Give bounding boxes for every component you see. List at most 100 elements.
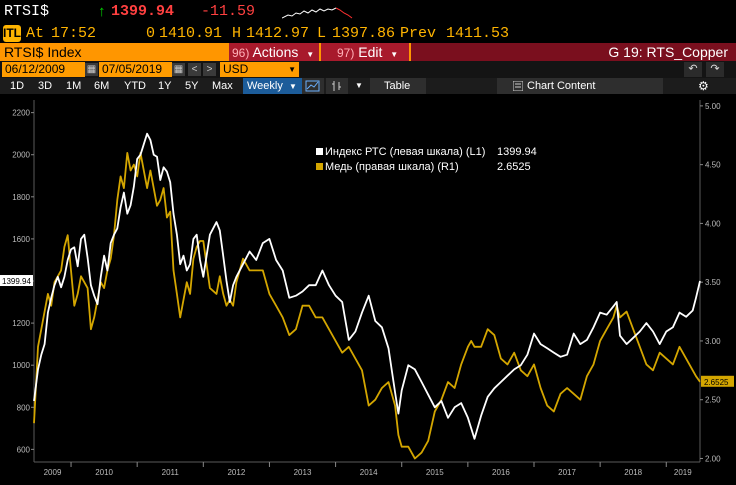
right-tick-label: 4.00 xyxy=(705,219,721,228)
last-value-labels: 1399.94 2.6525 xyxy=(0,275,734,387)
legend-item-copper: Медь (правая шкала) (R1) xyxy=(316,161,459,174)
left-tick-label: 1800 xyxy=(12,193,30,202)
x-tick-label: 2012 xyxy=(227,468,245,477)
prev-period-button[interactable]: < xyxy=(188,63,201,76)
table-label: Table xyxy=(384,80,411,92)
right-tick-label: 3.50 xyxy=(705,278,721,287)
range-1d[interactable]: 1D xyxy=(10,80,25,92)
chart-content-label: Chart Content xyxy=(527,80,596,92)
right-tick-label: 2.00 xyxy=(705,454,721,463)
x-axis: 2009 2010 2011 2012 2013 2014 2015 2016 2017 2018… xyxy=(44,462,692,477)
actions-caret-icon: ▼ xyxy=(306,50,315,59)
edit-label: Edit xyxy=(358,44,383,60)
x-tick-label: 2013 xyxy=(294,468,312,477)
legend-swatch-copper xyxy=(316,163,323,170)
x-tick-label: 2010 xyxy=(95,468,113,477)
right-axis: 2.00 2.50 3.00 3.50 4.00 4.50 5.00 xyxy=(700,102,721,463)
x-tick-label: 2015 xyxy=(426,468,444,477)
last-price: 1399.94 xyxy=(111,3,175,20)
range-1y[interactable]: 1Y xyxy=(158,80,172,92)
end-calendar-icon[interactable]: ▦ xyxy=(172,63,185,76)
undo-icon[interactable]: ↶ xyxy=(684,62,702,77)
copper-line xyxy=(33,152,701,460)
legend-swatch-rts xyxy=(316,148,323,155)
chart-legend[interactable]: Индекс РТС (левая шкала) (L1) 1399.94 Ме… xyxy=(312,142,560,178)
range-3d[interactable]: 3D xyxy=(38,80,53,92)
quote-time: 17:52 xyxy=(51,25,97,42)
legend-label-rts: Индекс РТС (левая шкала) (L1) xyxy=(325,146,486,158)
quote-bar: RTSI$ ↑ 1399.94 -11.59 xyxy=(0,0,736,24)
low-value: 1397.86 xyxy=(332,25,396,42)
left-tick-label: 2000 xyxy=(12,151,30,160)
range-max[interactable]: Max xyxy=(212,80,233,92)
left-last-value-box xyxy=(0,275,33,287)
redo-icon[interactable]: ↷ xyxy=(706,62,724,77)
price-chart[interactable]: 6008001000120014001600180020002200 2.002… xyxy=(0,94,736,485)
legend-item-rts: Индекс РТС (левая шкала) (L1) xyxy=(316,146,485,159)
bar-chart-icon[interactable] xyxy=(326,78,348,94)
at-label: At xyxy=(26,25,45,42)
title-bar: RTSI$ Index 96) Actions ▼ 97) Edit ▼ G 1… xyxy=(0,43,736,61)
legend-value-copper: 2.6525 xyxy=(497,161,531,173)
x-tick-label: 2011 xyxy=(162,468,180,477)
x-tick-label: 2009 xyxy=(44,468,62,477)
x-tick-label: 2019 xyxy=(674,468,692,477)
legend-label-copper: Медь (правая шкала) (R1) xyxy=(325,161,459,173)
ticker: RTSI$ xyxy=(4,3,50,20)
high-value: 1412.97 xyxy=(246,25,310,42)
end-date-field[interactable]: 07/05/2019 xyxy=(99,62,172,77)
table-button[interactable]: Table xyxy=(370,78,426,94)
chart-content-icon xyxy=(513,81,523,91)
x-tick-label: 2014 xyxy=(360,468,378,477)
range-1m[interactable]: 1M xyxy=(66,80,82,92)
low-label: L xyxy=(317,25,327,42)
actions-menu-button[interactable]: 96) Actions ▼ xyxy=(229,43,319,61)
security-title: RTSI$ Index xyxy=(4,44,82,60)
x-tick-label: 2016 xyxy=(492,468,510,477)
open-label: 0 xyxy=(146,25,156,42)
x-tick-label: 2018 xyxy=(624,468,642,477)
start-date-field[interactable]: 06/12/2009 xyxy=(2,62,85,77)
high-label: H xyxy=(232,25,242,42)
range-6m[interactable]: 6M xyxy=(94,80,110,92)
left-tick-label: 1200 xyxy=(12,319,30,328)
actions-label: Actions xyxy=(252,44,299,60)
edit-number: 97) xyxy=(337,46,355,60)
up-arrow-icon: ↑ xyxy=(98,3,106,20)
range-ytd[interactable]: YTD xyxy=(124,80,146,92)
frequency-label: Weekly xyxy=(247,80,283,92)
currency-select[interactable]: USD ▼ xyxy=(220,62,299,77)
left-tick-label: 800 xyxy=(17,403,31,412)
next-period-button[interactable]: > xyxy=(203,63,216,76)
actions-number: 96) xyxy=(232,46,250,60)
left-tick-label: 2200 xyxy=(12,109,30,118)
left-tick-label: 1600 xyxy=(12,235,30,244)
chart-name-bar[interactable]: G 19: RTS_Copper xyxy=(411,43,736,61)
sparkline xyxy=(282,7,353,19)
x-tick-label: 2017 xyxy=(558,468,576,477)
right-last-value-label: 2.6525 xyxy=(704,378,729,387)
settings-gear-icon[interactable]: ⚙ xyxy=(698,79,709,93)
left-tick-label: 1000 xyxy=(12,361,30,370)
left-tick-label: 600 xyxy=(17,445,31,454)
frequency-select[interactable]: Weekly ▼ xyxy=(243,78,307,94)
prev-label: Prev xyxy=(400,25,437,42)
chart-name: G 19: RTS_Copper xyxy=(608,44,728,60)
chart-style-caret-icon[interactable]: ▼ xyxy=(355,81,363,90)
start-calendar-icon[interactable]: ▦ xyxy=(85,63,98,76)
rts-index-line xyxy=(33,132,701,440)
right-tick-label: 5.00 xyxy=(705,102,721,111)
chart-content-button[interactable]: Chart Content xyxy=(497,78,663,94)
prev-value: 1411.53 xyxy=(446,25,510,42)
line-chart-icon[interactable] xyxy=(302,78,324,94)
open-value: 1410.91 xyxy=(159,25,223,42)
date-controls: 06/12/2009 ▦ 07/05/2019 ▦ < > USD ▼ ↶ ↷ xyxy=(0,61,736,78)
right-tick-label: 2.50 xyxy=(705,396,721,405)
chart-toolbar: 1D 3D 1M 6M YTD 1Y 5Y Max Weekly ▼ ▼ Tab… xyxy=(0,78,736,94)
range-5y[interactable]: 5Y xyxy=(185,80,199,92)
edit-menu-button[interactable]: 97) Edit ▼ xyxy=(321,43,409,61)
left-last-value-label: 1399.94 xyxy=(2,277,31,286)
currency-value: USD xyxy=(223,62,249,76)
right-tick-label: 3.00 xyxy=(705,337,721,346)
ticker-info-icon[interactable]: ITL xyxy=(3,25,21,42)
